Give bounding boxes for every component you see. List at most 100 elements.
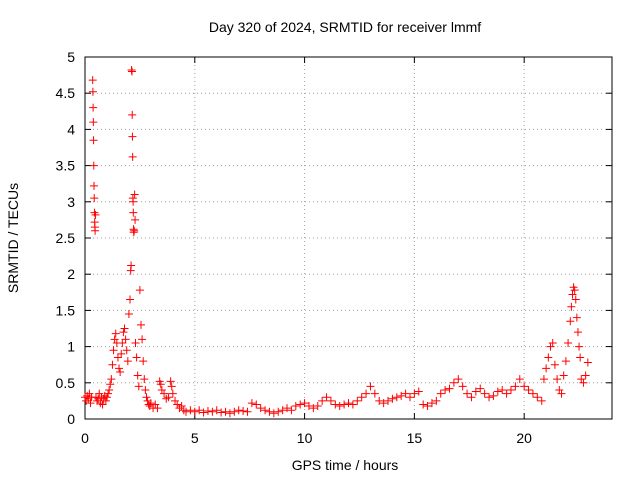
- data-point: [256, 404, 265, 413]
- data-point: [300, 399, 309, 408]
- data-point: [467, 393, 476, 402]
- plot-frame: [84, 56, 613, 420]
- data-point: [162, 394, 171, 403]
- y-tick-label: 0.5: [56, 375, 76, 391]
- data-point: [318, 396, 327, 405]
- data-point: [247, 399, 256, 408]
- data-point: [252, 400, 261, 409]
- data-point: [82, 396, 91, 405]
- data-point: [110, 335, 119, 344]
- data-point: [571, 295, 580, 304]
- data-point: [118, 338, 127, 347]
- data-point: [515, 375, 524, 384]
- data-point: [131, 215, 140, 224]
- data-point: [131, 338, 140, 347]
- data-point: [89, 161, 98, 170]
- x-axis-label: GPS time / hours: [292, 457, 399, 473]
- data-point: [397, 391, 406, 400]
- x-tick-label: 15: [407, 430, 423, 446]
- data-point: [550, 360, 559, 369]
- data-point: [91, 226, 100, 235]
- data-point: [127, 261, 136, 270]
- data-point: [313, 401, 322, 410]
- data-point: [123, 357, 132, 366]
- data-point: [542, 364, 551, 373]
- data-point: [392, 393, 401, 402]
- data-point: [544, 353, 553, 362]
- data-point: [357, 393, 366, 402]
- data-point: [121, 335, 130, 344]
- data-point: [291, 401, 300, 410]
- y-tick-label: 2: [67, 266, 75, 282]
- data-point: [340, 400, 349, 409]
- y-tick-label: 3: [67, 194, 75, 210]
- data-point: [135, 286, 144, 295]
- data-point: [90, 181, 99, 190]
- data-point: [133, 371, 142, 380]
- data-point: [573, 328, 582, 337]
- data-point: [141, 386, 150, 395]
- data-point: [128, 110, 137, 119]
- data-point: [304, 401, 313, 410]
- data-point: [436, 389, 445, 398]
- data-point: [239, 407, 248, 416]
- data-point: [480, 389, 489, 398]
- data-point: [557, 389, 566, 398]
- data-point: [156, 380, 165, 389]
- data-point: [151, 400, 160, 409]
- data-point: [138, 335, 147, 344]
- data-point: [537, 396, 546, 405]
- data-point: [89, 136, 98, 145]
- data-point: [579, 378, 588, 387]
- data-point: [555, 386, 564, 395]
- data-point: [564, 338, 573, 347]
- data-point: [230, 407, 239, 416]
- data-points-layer: [81, 66, 592, 418]
- data-point: [203, 407, 212, 416]
- data-point: [142, 393, 151, 402]
- data-point: [106, 380, 115, 389]
- grid-layer: [85, 57, 612, 419]
- data-point: [120, 324, 129, 333]
- data-point: [89, 118, 98, 127]
- data-point: [423, 401, 432, 410]
- data-point: [113, 353, 122, 362]
- data-point: [175, 404, 184, 413]
- data-point: [107, 375, 116, 384]
- data-point: [524, 386, 533, 395]
- data-point: [105, 386, 114, 395]
- data-point: [102, 393, 111, 402]
- data-point: [414, 387, 423, 396]
- y-tick-label: 4.5: [56, 85, 76, 101]
- data-point: [265, 407, 274, 416]
- data-point: [506, 386, 515, 395]
- data-point: [511, 382, 520, 391]
- y-tick-label: 2.5: [56, 230, 76, 246]
- data-point: [90, 194, 99, 203]
- data-point: [489, 391, 498, 400]
- data-point: [335, 401, 344, 410]
- data-point: [86, 399, 95, 408]
- data-point: [217, 408, 226, 417]
- data-point: [261, 406, 270, 415]
- data-point: [130, 226, 139, 235]
- data-point: [520, 382, 529, 391]
- data-point: [287, 406, 296, 415]
- data-point: [208, 407, 217, 416]
- data-point: [353, 396, 362, 405]
- data-point: [140, 375, 149, 384]
- data-point: [309, 404, 318, 413]
- data-point: [539, 375, 548, 384]
- y-tick-label: 3.5: [56, 158, 76, 174]
- data-point: [126, 295, 135, 304]
- data-point: [410, 389, 419, 398]
- data-point: [225, 409, 234, 418]
- y-tick-label: 0: [67, 411, 75, 427]
- data-point: [463, 389, 472, 398]
- data-point: [449, 378, 458, 387]
- data-point: [129, 197, 138, 206]
- data-point: [84, 394, 93, 403]
- data-point: [577, 375, 586, 384]
- data-point: [186, 406, 195, 415]
